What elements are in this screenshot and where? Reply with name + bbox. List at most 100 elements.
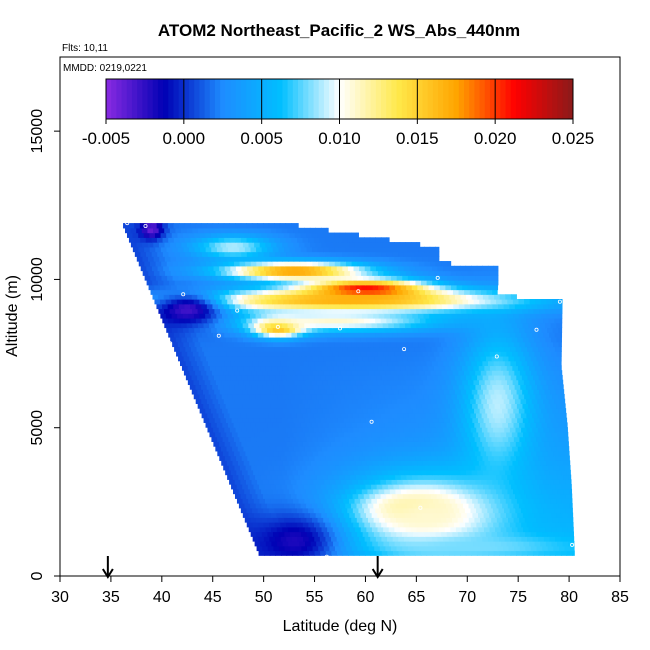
heatmap-cell [339,422,347,428]
heatmap-cell [171,327,179,333]
heatmap-cell [462,474,469,480]
heatmap-cell [446,408,453,414]
heatmap-cell [447,465,454,471]
heatmap-cell [235,317,242,324]
heatmap-cell [284,545,291,552]
heatmap-cell [338,365,345,371]
heatmap-cell [537,398,544,404]
heatmap-cell [298,484,305,490]
heatmap-cell [448,412,455,419]
heatmap-cell [280,507,287,514]
heatmap-cell [336,455,344,461]
heatmap-cell [394,460,402,466]
heatmap-cell [466,512,474,518]
heatmap-cell [287,498,294,504]
heatmap-cell [257,317,264,324]
heatmap-cell [223,370,230,376]
heatmap-cell [381,469,389,476]
y-axis-label: Altitude (m) [4,275,21,357]
heatmap-cell [182,313,189,319]
heatmap-cell [302,303,309,310]
heatmap-cell [174,265,181,272]
heatmap-cell [487,265,495,272]
heatmap-cell [184,223,191,229]
heatmap-cell [204,284,211,291]
heatmap-cell [414,346,422,352]
heatmap-cell [394,242,401,248]
heatmap-cell [337,484,344,490]
heatmap-cell [431,346,438,352]
heatmap-cell [360,431,367,438]
heatmap-cell [208,360,215,367]
heatmap-cell [495,541,502,547]
heatmap-cell [181,322,188,329]
heatmap-cell [556,417,563,423]
heatmap-cell [214,417,221,423]
heatmap-cell [273,355,280,362]
heatmap-cell [413,289,420,295]
heatmap-cell [217,289,224,295]
colorbar-band [111,79,117,119]
heatmap-cell [276,256,283,262]
heatmap-cell [402,450,409,457]
heatmap-cell [180,280,187,286]
heatmap-cell [360,308,367,314]
heatmap-cell [555,455,562,461]
heatmap-cell [375,412,382,419]
heatmap-cell [250,450,258,457]
heatmap-cell [226,256,233,262]
heatmap-cell [293,336,300,343]
heatmap-cell [263,412,270,419]
heatmap-cell [270,294,277,300]
heatmap-cell [285,493,292,499]
heatmap-cell [482,265,489,272]
heatmap-cell [508,341,515,348]
heatmap-cell [356,408,363,414]
heatmap-cell [243,431,250,438]
heatmap-cell [231,227,238,234]
heatmap-cell [405,270,413,276]
heatmap-cell [221,299,228,305]
heatmap-cell [312,545,319,552]
heatmap-cell [402,289,409,295]
heatmap-cell [306,422,313,428]
heatmap-cell [257,303,264,310]
colorbar-band [469,79,475,119]
heatmap-cell [418,246,425,253]
heatmap-cell [244,503,251,509]
heatmap-cell [348,498,356,504]
heatmap-cell [292,294,299,300]
heatmap-cell [370,265,377,272]
heatmap-cell [560,427,567,433]
heatmap-cell [414,441,422,447]
heatmap-cell [368,341,375,348]
heatmap-cell [530,545,538,552]
heatmap-cell [183,370,191,376]
heatmap-cell [321,336,328,343]
heatmap-cell [524,299,531,305]
heatmap-cell [431,412,438,419]
heatmap-cell [208,389,215,395]
heatmap-cell [324,237,332,243]
heatmap-cell [517,431,524,438]
heatmap-cell [508,370,515,376]
heatmap-cell [412,503,419,509]
heatmap-cell [262,303,270,310]
heatmap-cell [443,389,450,395]
heatmap-cell [167,223,175,229]
heatmap-cell [268,317,275,324]
heatmap-cell [416,242,421,248]
heatmap-cell [134,223,141,229]
heatmap-cell [186,227,193,234]
heatmap-cell [393,389,400,395]
heatmap-cell [296,412,303,419]
heatmap-cell [199,379,206,386]
heatmap-cell [400,474,407,480]
heatmap-cell [524,503,531,509]
heatmap-cell [371,308,378,314]
heatmap-cell [345,517,352,523]
heatmap-cell [301,479,309,485]
heatmap-cell [565,522,573,528]
heatmap-cell [277,460,284,466]
heatmap-cell [273,261,280,267]
